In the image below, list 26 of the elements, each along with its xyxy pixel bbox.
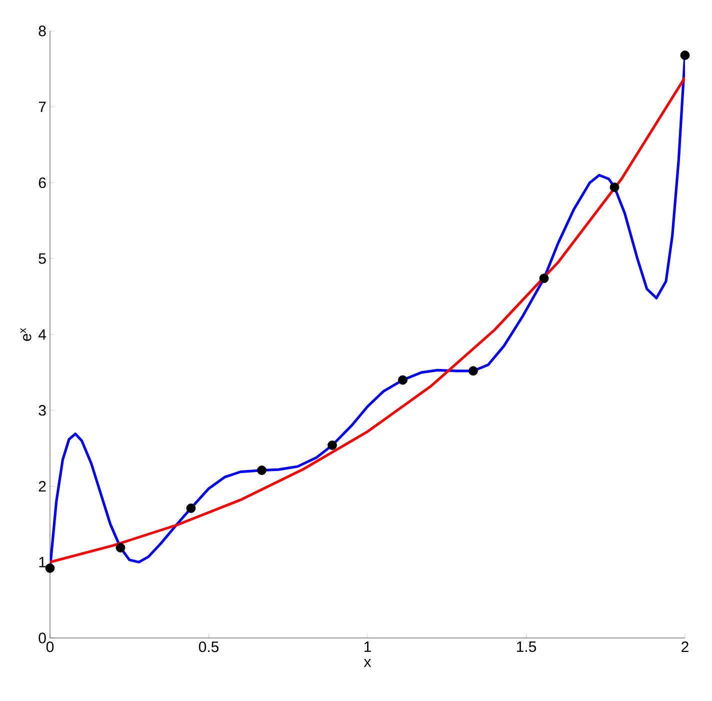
y-tick-label: 2 bbox=[38, 481, 46, 492]
point bbox=[328, 440, 337, 450]
x-tick-label: 2 bbox=[682, 642, 688, 652]
y-tick-label: 4 bbox=[38, 329, 46, 340]
y-tick-label: 6 bbox=[38, 177, 46, 188]
x-tick-label: 1 bbox=[364, 642, 371, 652]
point bbox=[610, 182, 620, 192]
point bbox=[539, 274, 549, 284]
y-tick-label: 1 bbox=[39, 556, 46, 568]
y-tick-label: 8 bbox=[38, 26, 46, 36]
point bbox=[186, 504, 196, 513]
y-tick-label: 5 bbox=[38, 253, 46, 264]
point bbox=[468, 366, 478, 376]
point bbox=[45, 563, 55, 573]
x-tick-label: 0 bbox=[46, 642, 54, 652]
x-tick-label: 0.5 bbox=[198, 642, 219, 652]
y-tick-label: 7 bbox=[38, 102, 46, 112]
y-tick-label: 0 bbox=[38, 632, 46, 644]
y-axis-title: e$^{x}$ bbox=[20, 328, 32, 341]
point bbox=[680, 50, 690, 60]
point bbox=[116, 542, 126, 552]
point bbox=[398, 375, 408, 385]
x-tick-label: 1.5 bbox=[516, 642, 536, 652]
x-axis-title: x bbox=[364, 659, 372, 667]
point bbox=[257, 466, 266, 476]
y-tick-label: 3 bbox=[38, 405, 46, 416]
